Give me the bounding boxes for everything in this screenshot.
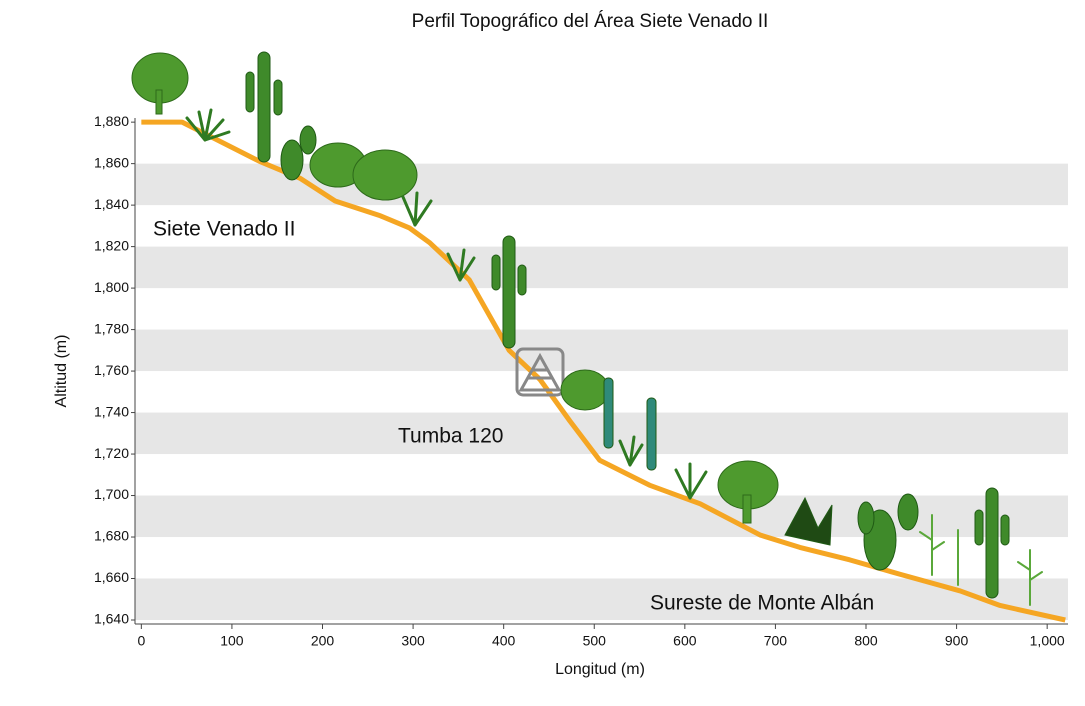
cactus [491, 235, 527, 349]
x-tick-label: 400 [492, 633, 516, 649]
agave-dark [784, 496, 833, 546]
vegetation [131, 51, 1043, 606]
x-tick-label: 100 [220, 633, 244, 649]
grid-band [135, 495, 1068, 538]
y-tick-label: 1,760 [94, 362, 129, 378]
y-tick-label: 1,720 [94, 445, 129, 461]
tree [309, 142, 418, 201]
grid-band [135, 329, 1068, 372]
tomb-icon [515, 347, 565, 397]
grid-band [135, 412, 1068, 455]
cactus [603, 377, 657, 471]
annotation: Sureste de Monte Albán [650, 592, 874, 615]
x-tick-label: 600 [673, 633, 697, 649]
tree [131, 52, 189, 115]
x-tick-label: 700 [764, 633, 788, 649]
x-tick-label: 900 [945, 633, 969, 649]
x-tick-label: 800 [854, 633, 878, 649]
y-tick-label: 1,800 [94, 279, 129, 295]
y-tick-label: 1,640 [94, 611, 129, 627]
x-axis-label: Longitud (m) [555, 661, 645, 678]
tree [717, 460, 779, 524]
y-tick-label: 1,660 [94, 569, 129, 585]
agave [401, 191, 476, 282]
y-axis-label: Altitud (m) [53, 335, 70, 408]
cactus [245, 51, 283, 163]
x-tick-label: 300 [401, 633, 425, 649]
x-tick-label: 500 [583, 633, 607, 649]
y-tick-label: 1,740 [94, 403, 129, 419]
agave [618, 435, 708, 500]
x-tick-label: 0 [137, 633, 145, 649]
y-tick-label: 1,780 [94, 320, 129, 336]
nopal [857, 493, 919, 571]
tree [560, 369, 610, 411]
x-tick-label: 1,000 [1030, 633, 1065, 649]
annotation: Tumba 120 [398, 425, 503, 448]
agave [185, 108, 231, 142]
y-tick-label: 1,880 [94, 113, 129, 129]
grid-band [135, 246, 1068, 289]
x-tick-label: 200 [311, 633, 335, 649]
chart-title: Perfil Topográfico del Área Siete Venado… [412, 11, 769, 32]
nopal [280, 125, 317, 181]
maize [919, 514, 1043, 606]
cactus [974, 487, 1010, 599]
y-tick-label: 1,860 [94, 154, 129, 170]
annotation: Siete Venado II [153, 218, 295, 241]
grid-band [135, 578, 1068, 620]
y-tick-label: 1,820 [94, 237, 129, 253]
y-tick-label: 1,680 [94, 528, 129, 544]
y-tick-label: 1,700 [94, 486, 129, 502]
y-tick-label: 1,840 [94, 196, 129, 212]
